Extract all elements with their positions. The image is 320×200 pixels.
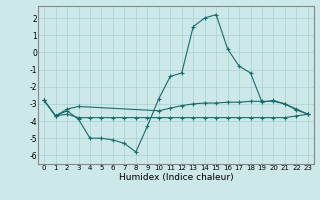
X-axis label: Humidex (Indice chaleur): Humidex (Indice chaleur) xyxy=(119,173,233,182)
